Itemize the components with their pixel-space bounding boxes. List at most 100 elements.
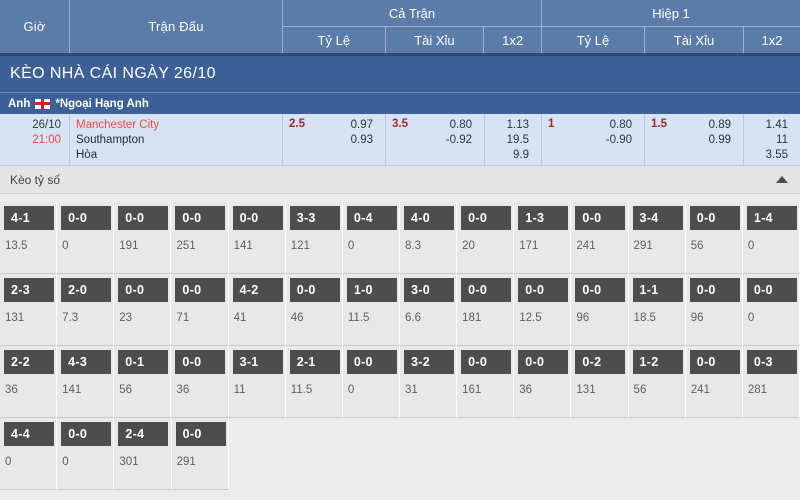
score-chip[interactable]: 0-0 [346, 350, 397, 374]
score-cell[interactable]: 0-0 36 [171, 346, 229, 418]
full-handicap-home-odd[interactable]: 0.97 [350, 119, 373, 131]
score-cell[interactable]: 4-3 141 [57, 346, 115, 418]
score-odd-value[interactable]: 6.6 [404, 312, 421, 324]
score-chip[interactable]: 0-0 [61, 206, 112, 230]
score-chip[interactable]: 0-0 [118, 206, 169, 230]
score-odd-value[interactable]: 191 [119, 240, 139, 252]
score-cell[interactable]: 4-0 8.3 [399, 202, 458, 274]
score-chip[interactable]: 2-4 [118, 422, 169, 446]
score-chip[interactable]: 0-0 [289, 278, 340, 302]
score-cell[interactable]: 0-0 181 [457, 274, 515, 346]
full-handicap-away-odd[interactable]: 0.93 [350, 134, 373, 146]
score-chip[interactable]: 0-0 [232, 206, 283, 230]
score-odd-value[interactable]: 171 [519, 240, 539, 252]
score-cell[interactable]: 0-0 0 [57, 418, 115, 490]
score-chip[interactable]: 4-4 [4, 422, 54, 446]
score-chip[interactable]: 0-0 [461, 350, 512, 374]
score-cell[interactable]: 0-0 56 [685, 202, 743, 274]
score-cell[interactable]: 4-4 0 [0, 418, 58, 490]
score-chip[interactable]: 0-0 [175, 206, 226, 230]
full-handicap-cell[interactable]: 2.5 0.97 0.93 [283, 114, 386, 165]
score-cell[interactable]: 0-0 0 [342, 346, 400, 418]
half-handicap-cell[interactable]: 1 0.80 -0.90 [542, 114, 645, 165]
score-odd-value[interactable]: 36 [176, 384, 190, 396]
score-chip[interactable]: 0-4 [346, 206, 397, 230]
league-row[interactable]: Anh *Ngoại Hạng Anh [0, 92, 800, 114]
score-odd-value[interactable]: 301 [119, 456, 139, 468]
score-chip[interactable]: 0-0 [575, 206, 626, 230]
half-1x2-away[interactable]: 3.55 [765, 149, 788, 161]
score-odd-value[interactable]: 7.3 [62, 312, 79, 324]
half-1x2-draw[interactable]: 11 [776, 134, 788, 146]
score-cell[interactable]: 1-3 171 [514, 202, 572, 274]
half-handicap-home-odd[interactable]: 0.80 [609, 119, 632, 131]
score-cell[interactable]: 1-4 0 [742, 202, 800, 274]
score-odd-value[interactable]: 181 [462, 312, 482, 324]
full-1x2-away[interactable]: 9.9 [513, 149, 529, 161]
half-under-odd[interactable]: 0.99 [708, 134, 731, 146]
score-chip[interactable]: 4-2 [232, 278, 283, 302]
score-odd-value[interactable]: 71 [176, 312, 190, 324]
score-cell[interactable]: 0-0 241 [685, 346, 743, 418]
score-odd-value[interactable]: 56 [633, 384, 647, 396]
score-cell[interactable]: 0-0 12.5 [514, 274, 572, 346]
score-cell[interactable]: 0-0 20 [457, 202, 515, 274]
score-cell[interactable]: 0-0 36 [514, 346, 572, 418]
score-odd-value[interactable]: 291 [176, 456, 196, 468]
score-odd-value[interactable]: 291 [633, 240, 653, 252]
score-cell[interactable]: 0-0 141 [228, 202, 286, 274]
score-chip[interactable]: 0-0 [689, 278, 740, 302]
score-odd-value[interactable]: 46 [290, 312, 304, 324]
score-chip[interactable]: 0-0 [518, 278, 569, 302]
score-cell[interactable]: 4-2 41 [228, 274, 286, 346]
score-cell[interactable]: 0-0 71 [171, 274, 229, 346]
score-odd-value[interactable]: 0 [747, 312, 755, 324]
score-cell[interactable]: 2-1 11.5 [285, 346, 343, 418]
score-cell[interactable]: 0-0 96 [571, 274, 629, 346]
score-chip[interactable]: 0-0 [518, 350, 569, 374]
score-odd-value[interactable]: 0 [62, 240, 69, 252]
score-chip[interactable]: 3-1 [232, 350, 283, 374]
score-cell[interactable]: 0-1 56 [114, 346, 172, 418]
full-overunder-cell[interactable]: 3.5 0.80 -0.92 [386, 114, 485, 165]
score-chip[interactable]: 0-0 [61, 422, 112, 446]
score-cell[interactable]: 4-1 13.5 [0, 202, 58, 274]
score-cell[interactable]: 0-4 0 [342, 202, 400, 274]
half-overunder-cell[interactable]: 1.5 0.89 0.99 [645, 114, 744, 165]
score-cell[interactable]: 2-2 36 [0, 346, 58, 418]
score-cell[interactable]: 0-0 0 [742, 274, 800, 346]
half-1x2-home[interactable]: 1.41 [765, 119, 788, 131]
half-1x2-cell[interactable]: 1.41 11 3.55 [744, 114, 800, 165]
score-cell[interactable]: 0-0 46 [285, 274, 343, 346]
score-cell[interactable]: 0-0 291 [171, 418, 229, 490]
score-cell[interactable]: 3-3 121 [285, 202, 343, 274]
score-chip[interactable]: 0-0 [689, 350, 740, 374]
score-chip[interactable]: 4-1 [4, 206, 54, 230]
score-cell[interactable]: 1-2 56 [628, 346, 686, 418]
score-odd-value[interactable]: 56 [690, 240, 704, 252]
match-row[interactable]: 26/10 21:00 Manchester City Southampton … [0, 114, 800, 166]
score-odd-value[interactable]: 0 [347, 240, 355, 252]
score-odd-value[interactable]: 56 [119, 384, 133, 396]
score-cell[interactable]: 0-0 23 [114, 274, 172, 346]
header-subcol-half-overunder[interactable]: Tài Xỉu [645, 27, 744, 53]
header-subcol-half-handicap[interactable]: Tỷ Lệ [542, 27, 645, 53]
score-chip[interactable]: 4-0 [403, 206, 454, 230]
score-odd-value[interactable]: 96 [576, 312, 590, 324]
score-chip[interactable]: 0-0 [689, 206, 740, 230]
score-chip[interactable]: 2-0 [61, 278, 112, 302]
home-team[interactable]: Manchester City [76, 119, 160, 131]
score-chip[interactable]: 0-0 [175, 278, 226, 302]
score-odd-value[interactable]: 0 [347, 384, 355, 396]
score-cell[interactable]: 0-0 0 [57, 202, 115, 274]
header-subcol-half-1x2[interactable]: 1x2 [761, 32, 783, 48]
score-chip[interactable]: 0-3 [746, 350, 797, 374]
score-odd-value[interactable]: 11 [233, 384, 246, 396]
score-odd-value[interactable]: 0 [747, 240, 755, 252]
score-cell[interactable]: 3-4 291 [628, 202, 686, 274]
score-cell[interactable]: 0-0 251 [171, 202, 229, 274]
score-cell[interactable]: 0-0 96 [685, 274, 743, 346]
header-subcol-full-overunder[interactable]: Tài Xỉu [386, 27, 485, 53]
score-odd-value[interactable]: 241 [690, 384, 710, 396]
score-odd-value[interactable]: 241 [576, 240, 596, 252]
